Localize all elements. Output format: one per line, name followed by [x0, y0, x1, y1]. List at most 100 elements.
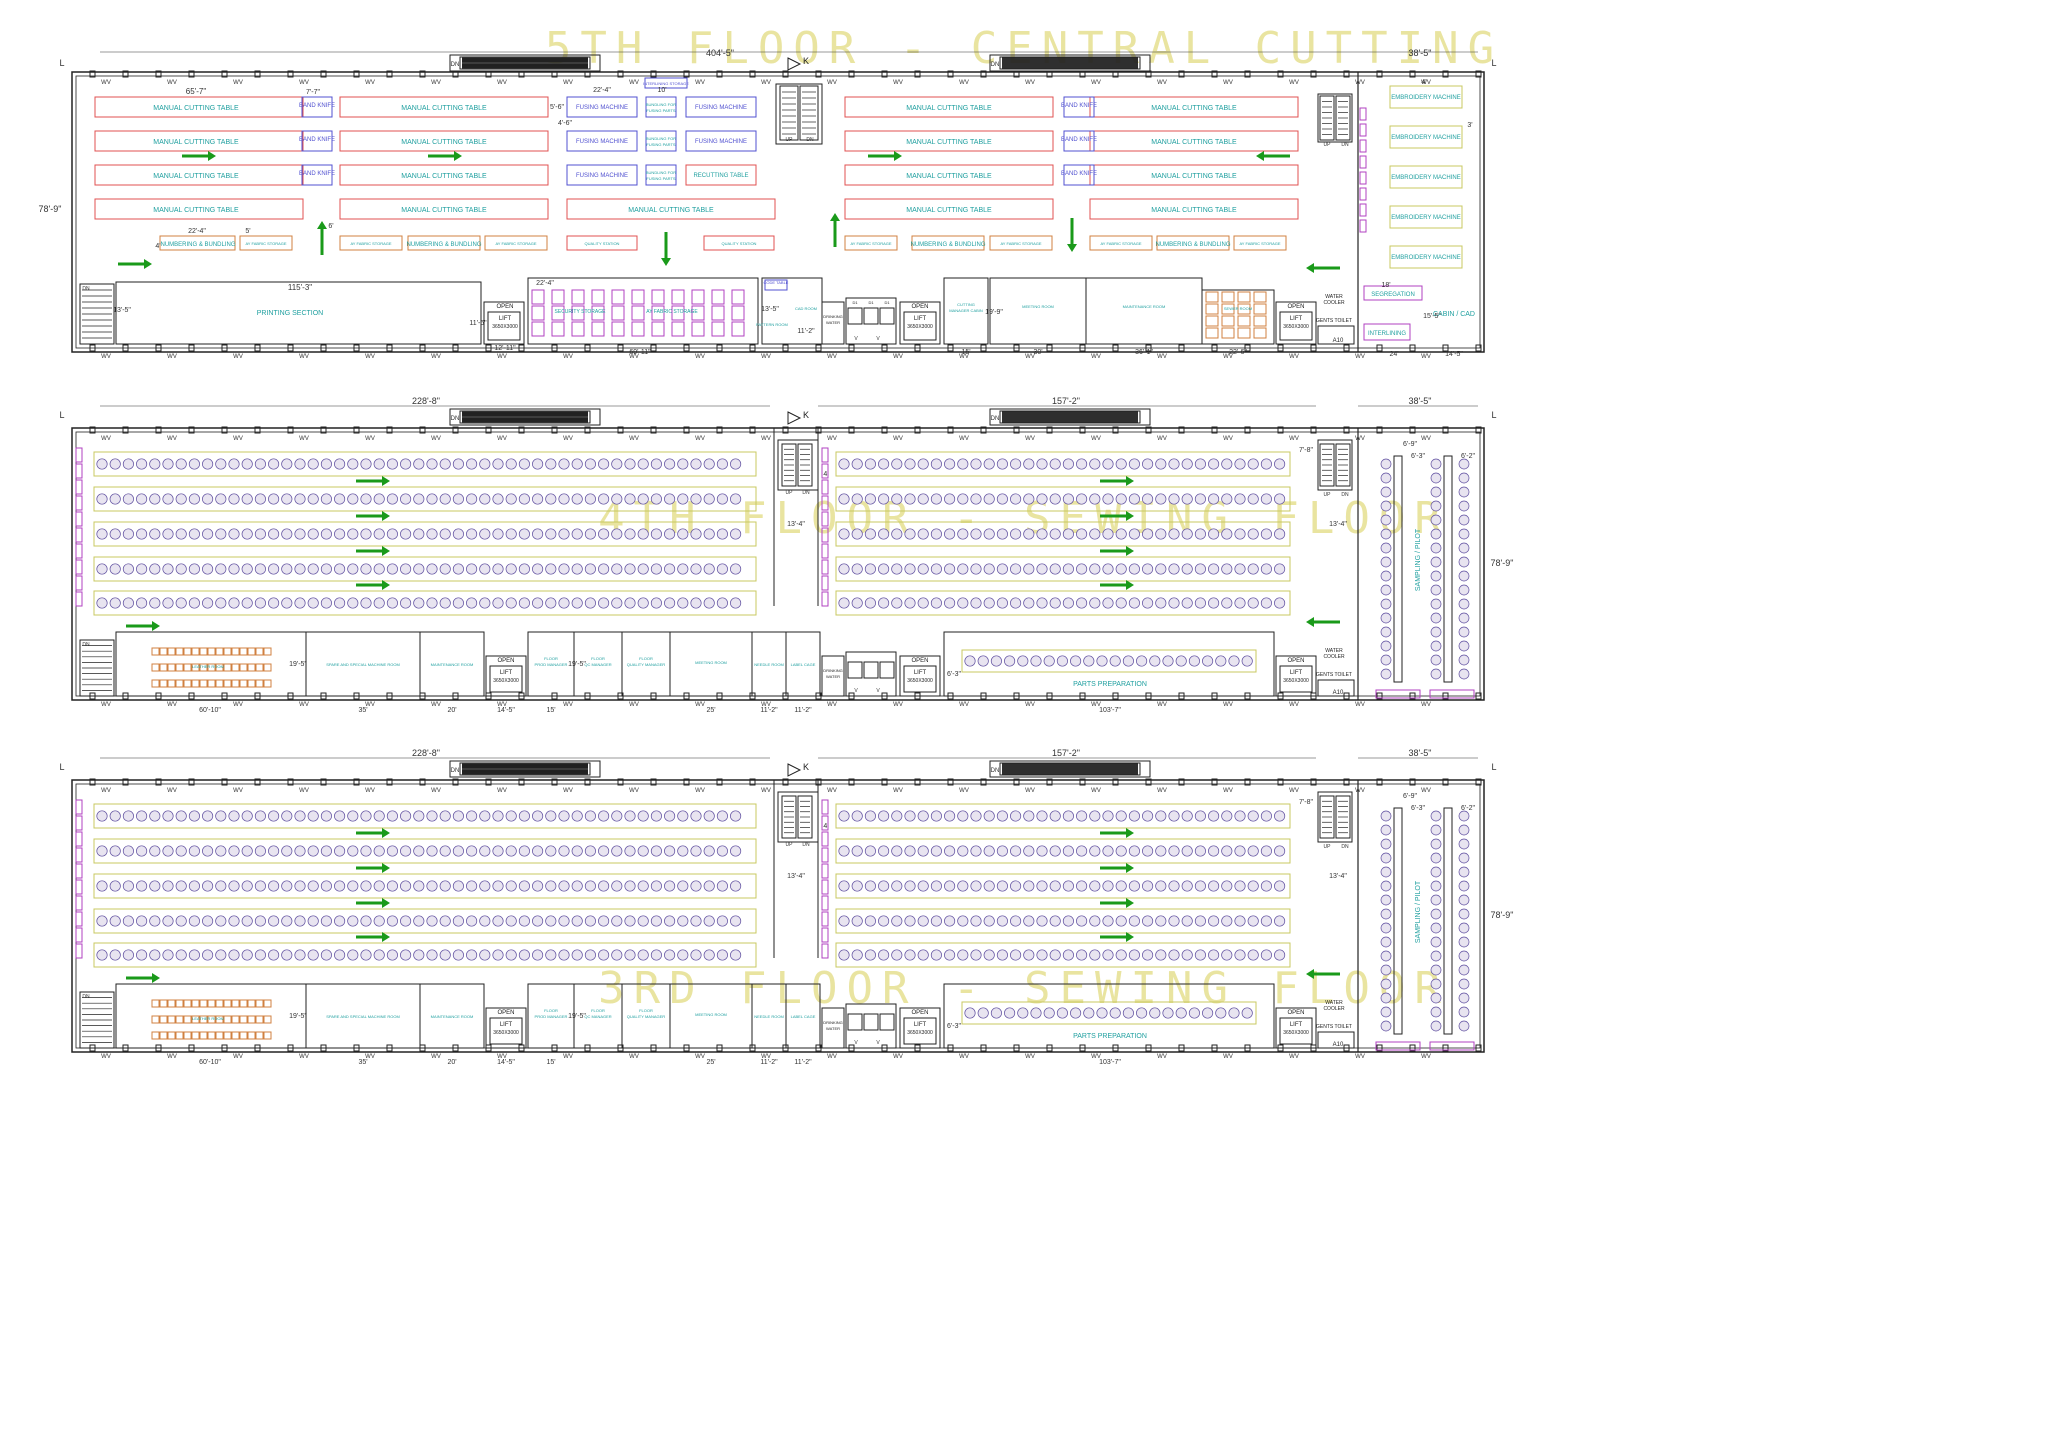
- drinking-label: DRINKING: [823, 1020, 843, 1025]
- sewing-machine-icon: [1142, 493, 1154, 505]
- sewing-machine-icon: [677, 493, 689, 505]
- sewing-machine-icon: [1155, 949, 1167, 961]
- fabric-storage: [844, 235, 898, 251]
- gents-toilet-label: GENTS TOILET: [1316, 318, 1352, 324]
- sewing-machine-icon: [532, 528, 544, 540]
- sewing-machine-icon: [1241, 1007, 1253, 1019]
- sewing-machine-icon: [122, 493, 134, 505]
- leather-rack: [239, 1031, 248, 1040]
- leather-rack: [239, 647, 248, 656]
- quality-station: [566, 235, 638, 251]
- sewing-machine-icon: [996, 810, 1008, 822]
- sewing-machine-icon: [1380, 838, 1392, 850]
- lift-lobby: [899, 1007, 941, 1049]
- dim: 15': [546, 707, 555, 714]
- leather-rack: [159, 1015, 168, 1024]
- sewing-machine-icon: [996, 915, 1008, 927]
- window-label-3rd: WV: [893, 1054, 903, 1060]
- marker-l: L: [1491, 762, 1496, 772]
- sewing-machine-icon: [1089, 880, 1101, 892]
- sewing-machine-icon: [1274, 810, 1286, 822]
- sewing-machine-icon: [571, 563, 583, 575]
- sewing-machine-icon: [703, 949, 715, 961]
- sewing-machine-icon: [864, 949, 876, 961]
- sewing-machine-icon: [1089, 563, 1101, 575]
- rack: [75, 831, 83, 847]
- sampling-table: [1443, 807, 1453, 1035]
- sewing-machine-icon: [624, 458, 636, 470]
- sewing-machine-icon: [716, 915, 728, 927]
- column: [122, 70, 129, 78]
- column: [353, 344, 360, 352]
- sewing-machine-icon: [1430, 458, 1442, 470]
- sewing-machine-icon: [1274, 528, 1286, 540]
- sewing-machine-icon: [122, 528, 134, 540]
- column: [89, 778, 96, 786]
- sewing-machine-icon: [891, 915, 903, 927]
- sewing-machine-icon: [215, 528, 227, 540]
- leather-rack: [191, 647, 200, 656]
- sewing-line: [835, 486, 1291, 512]
- dim: 60'-10": [199, 1059, 221, 1066]
- column: [1310, 344, 1317, 352]
- sewing-machine-icon: [1380, 472, 1392, 484]
- sewing-machine-icon: [864, 528, 876, 540]
- column: [1145, 778, 1152, 786]
- flow-arrow: [1100, 580, 1134, 590]
- rack: [1221, 303, 1235, 315]
- sewing-machine-icon: [1004, 655, 1016, 667]
- band-knife: [301, 164, 333, 186]
- sewing-machine-icon: [149, 458, 161, 470]
- cutting-table-label: MANUAL CUTTING TABLE: [628, 207, 714, 214]
- sewing-machine-icon: [637, 528, 649, 540]
- sewing-machine-icon: [611, 845, 623, 857]
- rack: [821, 911, 829, 927]
- window-label-5th: WV: [761, 80, 771, 86]
- sewing-machine-icon: [228, 810, 240, 822]
- sewing-machine-icon: [1062, 563, 1074, 575]
- sewing-machine-icon: [1458, 908, 1470, 920]
- sewing-machine-icon: [598, 528, 610, 540]
- lift-label: LIFT: [500, 670, 513, 676]
- column: [1409, 778, 1416, 786]
- sewing-machine-icon: [109, 915, 121, 927]
- sewing-machine-icon: [598, 845, 610, 857]
- sewing-machine-icon: [122, 563, 134, 575]
- sewing-machine-icon: [571, 597, 583, 609]
- sewing-machine-icon: [1175, 655, 1187, 667]
- flow-arrow-head: [1126, 863, 1134, 873]
- sewing-machine-icon: [1122, 1007, 1134, 1019]
- sewing-machine-icon: [1062, 845, 1074, 857]
- sewing-machine-icon: [373, 915, 385, 927]
- maintenance-room: [419, 631, 485, 697]
- sewing-machine-icon: [373, 597, 385, 609]
- column: [1310, 70, 1317, 78]
- sewing-machine-icon: [188, 810, 200, 822]
- sewing-machine-icon: [1062, 458, 1074, 470]
- sewing-machine-icon: [1017, 655, 1029, 667]
- fusing-machine: [685, 164, 757, 186]
- sewing-machine-icon: [439, 880, 451, 892]
- bundling-label: FUSING PARTS: [646, 176, 676, 181]
- sewing-machine-icon: [964, 1007, 976, 1019]
- sewing-machine-icon: [1380, 598, 1392, 610]
- sewing-machine-icon: [664, 949, 676, 961]
- sewing-machine-icon: [294, 493, 306, 505]
- fabric-storage: [1089, 235, 1153, 251]
- sewing-machine-icon: [1208, 810, 1220, 822]
- window-label-5th: WV: [1223, 354, 1233, 360]
- stair-up: UP: [786, 137, 794, 143]
- sewing-machine-icon: [730, 493, 742, 505]
- sewing-machine-icon: [1149, 1007, 1161, 1019]
- bundling-label: FUSING PARTS: [646, 108, 676, 113]
- printing-label: PRINTING SECTION: [257, 310, 324, 317]
- window-label-4th: WV: [1421, 436, 1431, 442]
- leather-rack: [175, 1031, 184, 1040]
- window-label-5th: WV: [1289, 354, 1299, 360]
- column: [947, 778, 954, 786]
- sewing-machine-icon: [1049, 810, 1061, 822]
- cutting-table-label: MANUAL CUTTING TABLE: [153, 105, 239, 112]
- column: [1079, 344, 1086, 352]
- window-label-4th: WV: [761, 702, 771, 708]
- column: [914, 344, 921, 352]
